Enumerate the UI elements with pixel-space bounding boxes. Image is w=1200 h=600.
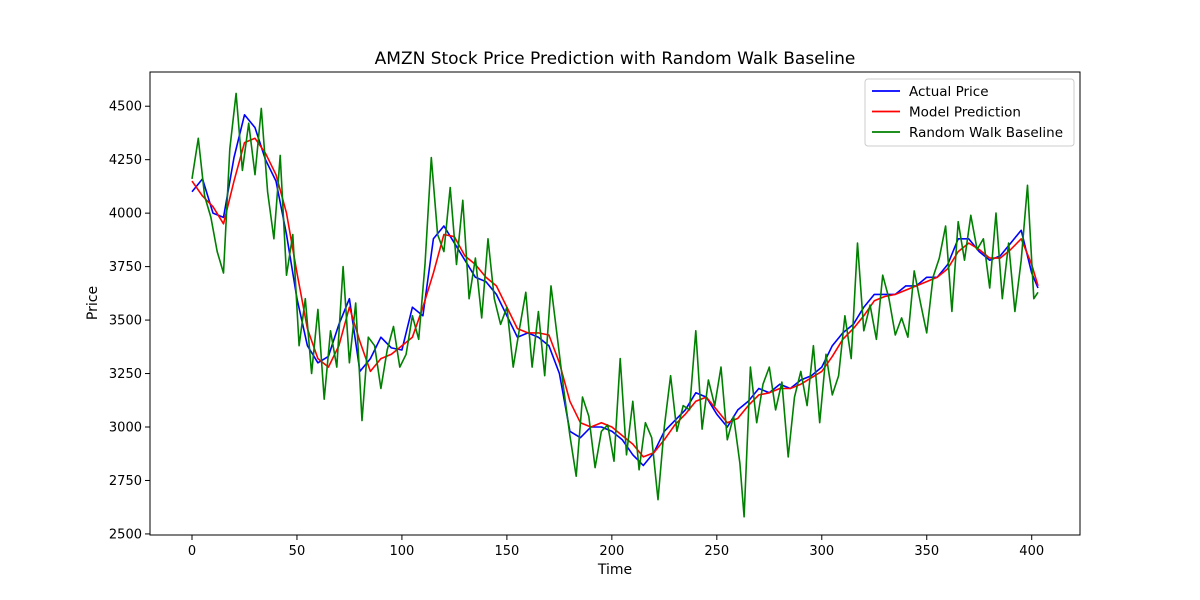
plot-frame <box>149 71 1081 536</box>
y-tick-label: 3500 <box>109 314 142 329</box>
y-tick-label: 2500 <box>109 527 142 542</box>
legend-box <box>864 78 1075 147</box>
x-tick-label: 100 <box>390 544 415 559</box>
x-tick-label: 300 <box>809 544 834 559</box>
x-tick-label: 50 <box>289 544 306 559</box>
x-tick-label: 150 <box>494 544 519 559</box>
y-tick-label: 4000 <box>109 207 142 222</box>
x-axis-title: Time <box>597 562 632 578</box>
y-tick-label: 3000 <box>109 421 142 436</box>
series-line-model-prediction <box>191 137 1039 458</box>
legend: Actual Price Model Prediction Random Walk … <box>864 78 1075 147</box>
y-axis: 2500 2750 3000 3250 3500 3750 4000 4250 4500 <box>109 100 150 542</box>
series-line-actual-price <box>191 114 1039 467</box>
legend-label: Model Prediction <box>909 105 1021 121</box>
y-tick-label: 3250 <box>109 367 142 382</box>
y-tick-label: 4250 <box>109 153 142 168</box>
series-layer <box>191 92 1039 518</box>
y-tick-label: 3750 <box>109 260 142 275</box>
x-tick-label: 200 <box>599 544 624 559</box>
x-tick-label: 250 <box>704 544 729 559</box>
y-tick-label: 4500 <box>109 100 142 115</box>
x-tick-label: 0 <box>188 544 196 559</box>
x-tick-label: 350 <box>914 544 939 559</box>
chart-title: AMZN Stock Price Prediction with Random … <box>375 49 856 69</box>
legend-label: Random Walk Baseline <box>909 125 1063 141</box>
y-axis-title: Price <box>85 286 101 320</box>
x-tick-label: 400 <box>1019 544 1044 559</box>
legend-label: Actual Price <box>909 84 989 100</box>
y-tick-label: 2750 <box>109 474 142 489</box>
x-axis: 0 50 100 150 200 250 300 350 400 <box>188 535 1044 559</box>
series-line-random-walk-baseline <box>191 92 1039 518</box>
